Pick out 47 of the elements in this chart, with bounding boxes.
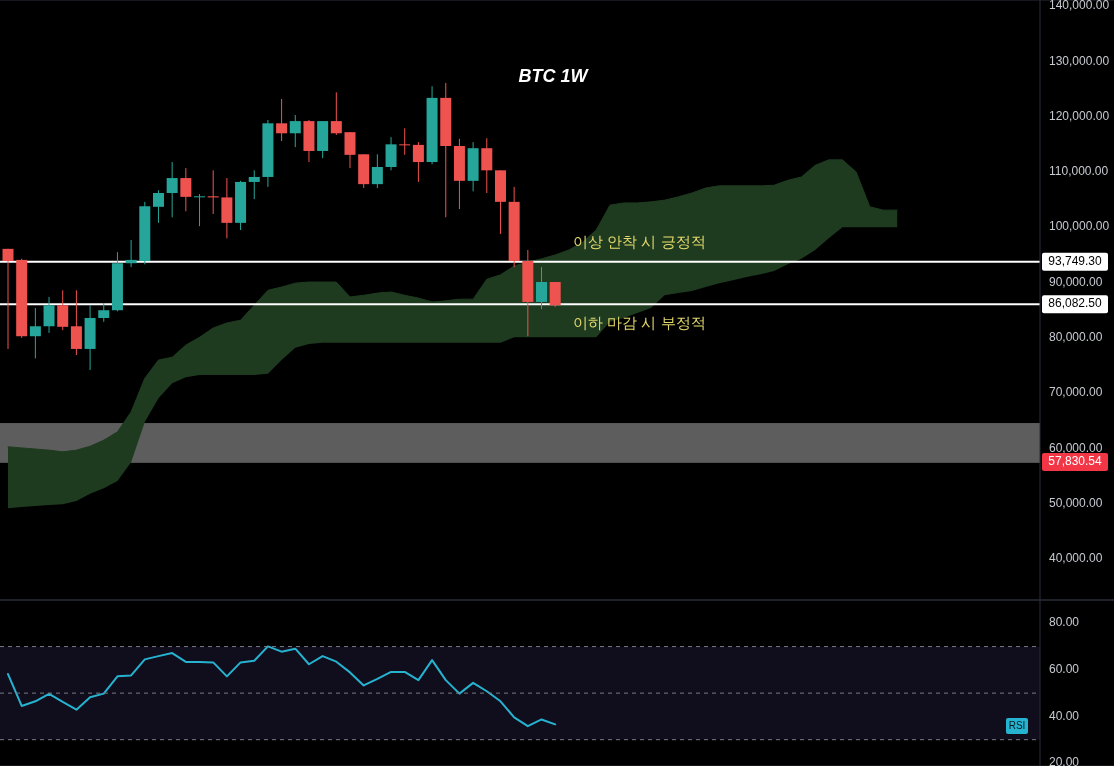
annotation: 이상 안착 시 긍정적 [573,233,706,250]
y-tick-label: 60,000.00 [1049,440,1103,455]
y-tick-label: 120,000.00 [1049,108,1110,123]
text: RSI [1008,719,1026,731]
candlestick [43,296,55,334]
ref-line-label: 93,749.30 [1048,254,1103,269]
candlestick [2,248,14,350]
candlestick [98,302,110,323]
y-tick-label: 20.00 [1049,755,1080,766]
candlestick [207,169,219,215]
line-series [7,645,557,728]
y-tick-label: 140,000.00 [1049,0,1110,13]
candlestick [371,153,383,189]
candlestick [70,289,82,356]
y-tick-label: 130,000.00 [1049,53,1110,68]
y-tick-label: 80.00 [1049,615,1080,630]
annotation: 이하 마감 시 부정적 [573,314,706,331]
candlestick [152,189,164,224]
candlestick [194,193,206,227]
candlestick [289,114,301,148]
candlestick [125,239,137,268]
candlestick [29,307,41,359]
candlestick [166,161,178,218]
y-tick-label: 80,000.00 [1049,330,1103,345]
candlestick [536,266,548,310]
text: 57,830.54 [1048,454,1103,469]
candlestick [344,131,356,169]
y-tick-label: 50,000.00 [1049,495,1103,510]
y-tick-label: 110,000.00 [1049,164,1109,179]
y-tick-label: 40,000.00 [1049,551,1103,566]
candlestick [412,141,424,183]
candlestick [385,136,397,171]
candlestick [549,281,561,308]
y-tick-label: 70,000.00 [1049,385,1103,400]
y-tick-label: 90,000.00 [1049,274,1103,289]
candlestick [57,289,69,331]
candlestick [180,167,192,212]
candlestick [248,169,260,200]
y-tick-label: 100,000.00 [1049,219,1110,234]
y-tick-label: 40.00 [1049,708,1080,723]
candlestick [330,91,342,136]
ref-line-label: 86,082.50 [1048,296,1103,311]
candlestick [399,127,411,156]
y-tick-label: 60.00 [1049,662,1080,677]
candlestick [481,137,493,194]
candlestick [276,98,288,142]
text: BTC 1W [518,66,590,86]
